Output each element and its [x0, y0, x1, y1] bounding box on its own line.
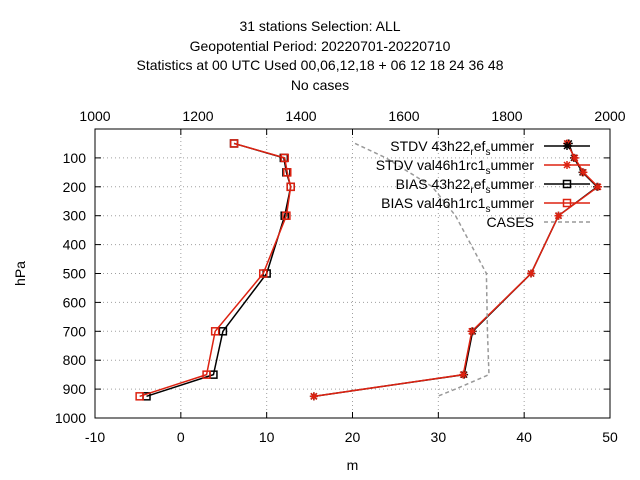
series-3-point [135, 392, 144, 401]
marker-stroke [579, 168, 587, 176]
legend-marker-1 [563, 161, 571, 169]
x-tick-label: 0 [177, 429, 185, 445]
y-tick-label: 200 [63, 179, 87, 195]
legend-label-4: CASES [487, 214, 534, 230]
x-tick-label: 10 [259, 429, 275, 445]
x2-tick-label: 1400 [285, 108, 316, 124]
legend-marker-0 [563, 142, 571, 150]
series-3-point [202, 370, 211, 379]
marker-stroke [554, 212, 563, 220]
series-3-point [283, 168, 292, 177]
y-tick-label: 600 [63, 294, 87, 310]
marker-stroke [468, 327, 476, 335]
legend-label-part: BIAS val46h1rc1 [381, 195, 485, 211]
legend-label-part: r [470, 147, 474, 158]
y-tick-label: 700 [63, 323, 87, 339]
series-line-3 [139, 142, 292, 398]
x-tick-label: 20 [345, 429, 361, 445]
x-tick-label: -10 [85, 429, 105, 445]
legend-label-0: STDV 43h22refsummer [390, 138, 534, 158]
y-tick-label: 300 [63, 208, 87, 224]
y-tick-label: 800 [63, 352, 87, 368]
y-tick-label: 500 [63, 266, 87, 282]
x-tick-label: 30 [431, 429, 447, 445]
marker-stroke [594, 183, 602, 191]
marker-stroke [571, 154, 579, 162]
y-axis-label: hPa [12, 261, 28, 286]
x2-tick-label: 1200 [182, 108, 213, 124]
legend-label-part: ummer [490, 157, 534, 173]
chart-title-line-3: Statistics at 00 UTC Used 00,06,12,18 + … [136, 57, 504, 73]
marker-stroke [563, 142, 571, 150]
x2-tick-label: 1000 [79, 108, 110, 124]
series-3-point [282, 211, 291, 220]
legend-label-1: STDV val46h1rc1summer [376, 157, 535, 177]
series-line-4 [354, 142, 490, 398]
series-1-point [459, 370, 468, 379]
series-1-point [570, 153, 579, 162]
legend-label-2: BIAS 43h22refsummer [396, 176, 535, 196]
legend-label-part: BIAS 43h22 [396, 176, 471, 192]
series-3-point [286, 182, 295, 192]
legend-label-part: ef [474, 138, 486, 154]
x2-tick-label: 1600 [388, 108, 419, 124]
x2-tick-label: 2000 [594, 108, 625, 124]
series-line-2 [146, 142, 292, 398]
y-tick-label: 100 [63, 150, 87, 166]
legend-label-part: CASES [487, 214, 534, 230]
marker-stroke [563, 161, 571, 169]
legend-label-part: s [485, 204, 490, 215]
legend-label-3: BIAS val46h1rc1summer [381, 195, 534, 215]
series-1-point [467, 327, 476, 336]
series-3-point [258, 269, 268, 278]
series-1-point [579, 168, 588, 177]
series-1-point [554, 211, 563, 220]
series-1-point [527, 269, 536, 278]
chart-title-line-4: No cases [290, 77, 350, 93]
legend-label-part: ummer [490, 176, 534, 192]
chart-title-line-1: 31 stations Selection: ALL [239, 18, 401, 34]
legend-label-part: STDV val46h1rc1 [376, 157, 486, 173]
legend-label-part: STDV 43h22 [390, 138, 470, 154]
legend-marker-3 [562, 198, 572, 208]
series-3-point [229, 139, 239, 148]
legend-label-part: s [485, 166, 490, 177]
legend-label-part: ef [474, 176, 486, 192]
series-1-point [309, 392, 318, 401]
chart-title-line-2: Geopotential Period: 20220701-20220710 [189, 38, 451, 54]
legend-label-part: s [485, 185, 490, 196]
legend-label-part: s [485, 147, 490, 158]
legend-label-part: ummer [490, 138, 534, 154]
legend-label-part: ummer [490, 195, 534, 211]
marker-stroke [310, 392, 318, 400]
series-3-point [210, 327, 220, 336]
x-tick-label: 50 [602, 429, 618, 445]
legend-label-part: r [470, 185, 474, 196]
y-tick-label: 1000 [55, 410, 86, 426]
series-1-point [593, 182, 602, 191]
x2-tick-label: 1800 [491, 108, 522, 124]
x-axis-label: m [347, 457, 359, 473]
marker-stroke [459, 371, 467, 379]
y-tick-label: 400 [63, 237, 87, 253]
marker-stroke [527, 269, 535, 278]
y-tick-label: 900 [63, 381, 87, 397]
series-3-point [280, 153, 289, 163]
legend-marker-2 [562, 179, 572, 189]
x-tick-label: 40 [516, 429, 532, 445]
